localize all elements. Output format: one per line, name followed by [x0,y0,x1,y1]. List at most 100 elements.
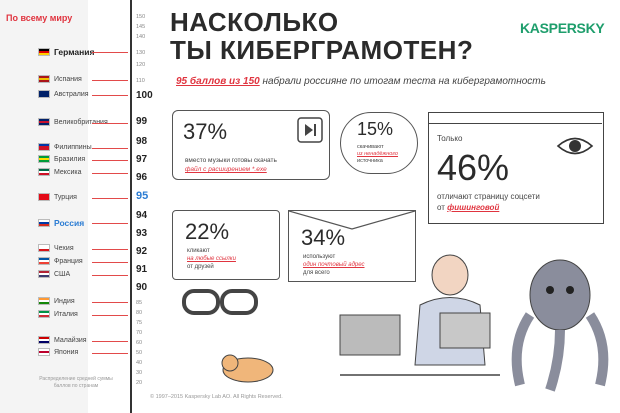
ruler-tick-label: 98 [136,136,148,147]
ruler-tick-label: 140 [136,34,146,40]
country-de: Германия [38,47,94,57]
connector-line [92,52,128,53]
flag-tr-icon [38,193,50,201]
flag-it-icon [38,310,50,318]
stat-34-value: 34% [301,225,346,250]
flag-jp-icon [38,348,50,356]
flag-ph-icon [38,143,50,151]
subtitle: 95 баллов из 150 набрали россияне по ито… [176,76,546,87]
ruler-tick-label: 30 [136,370,143,376]
stat-46-line2: от фишинговой [437,204,499,212]
ruler-tick-label: 20 [136,380,143,386]
country-name: Япония [54,348,79,356]
ruler-tick-label: 85 [136,300,143,306]
ruler-tick-label: 130 [136,50,146,56]
stat-22-line1: кликают [187,248,210,254]
country-name: Россия [54,218,85,228]
flag-in-icon [38,297,50,305]
connector-line [92,160,128,161]
flag-my-icon [38,336,50,344]
envelope-flap [289,211,415,230]
media-skip-icon [297,117,323,143]
country-name: Филиппины [54,143,92,151]
stat-46-prefix: Только [437,134,463,143]
country-name: Испания [54,75,82,83]
country-mx: Мексика [38,168,81,176]
ruler-tick-label: 110 [136,78,145,84]
connector-line [92,148,128,149]
connector-line [92,173,128,174]
flag-mx-icon [38,168,50,176]
stat-15-line1: скачивают [357,144,384,150]
ruler-tick-label: 99 [136,116,148,127]
ruler-tick-label: 75 [136,320,143,326]
kaspersky-logo: KASPERSKY [520,20,605,36]
connector-line [92,315,128,316]
ruler-tick-label: 92 [136,246,148,257]
ruler-tick-label: 96 [136,172,148,183]
country-ph: Филиппины [38,143,92,151]
ruler-tick-label: 93 [136,228,148,239]
connector-line [92,95,128,96]
stat-card-46: Только 46% отличают страницу соцсети от … [428,112,604,224]
flag-au-icon [38,90,50,98]
eye-icon [556,137,594,155]
stat-37-value: 37% [183,119,228,144]
flag-br-icon [38,155,50,163]
connector-line [92,302,128,303]
country-name: Индия [54,297,75,305]
country-fr: Франция [38,257,83,265]
country-gb: Великобритания [38,118,108,126]
stat-46-line2-pre: от [437,203,445,212]
connector-line [92,80,128,81]
country-name: Франция [54,257,83,265]
sidebar-note: Распределение средней суммы баллов по ст… [39,376,113,389]
flag-es-icon [38,75,50,83]
ruler-tick-label: 91 [136,264,148,275]
stat-46-line1: отличают страницу соцсети [437,192,540,201]
country-cz: Чехия [38,244,74,252]
connector-line [92,249,128,250]
stat-46-value: 46% [437,147,510,188]
ruler-tick-label: 95 [136,190,149,202]
copyright: © 1997–2015 Kaspersky Lab AO. All Rights… [150,394,283,400]
country-name: Австралия [54,90,89,98]
stat-22-line3: от друзей [187,264,214,270]
connector-line [92,275,128,276]
connector-line [92,223,128,224]
stat-34-line3: для всего [303,270,330,276]
title-line-2: ТЫ КИБЕРГРАМОТЕН? [170,35,474,65]
subtitle-rest: набрали россияне по итогам теста на кибе… [262,76,546,87]
country-name: Мексика [54,168,82,176]
ruler-tick-label: 60 [136,340,143,346]
country-jp: Япония [38,348,78,356]
connector-line [92,123,128,124]
country-tr: Турция [38,193,77,201]
ruler-tick-label: 94 [136,210,148,221]
country-name: Малайзия [54,336,87,344]
world-label: По всему миру [6,13,73,23]
country-my: Малайзия [38,336,87,344]
ruler-tick-label: 97 [136,154,148,165]
stat-37-line2: файл с расширением *.exe [185,166,267,173]
ruler-tick-label: 120 [136,62,146,68]
country-name: Германия [54,47,95,57]
stat-card-34: 34% используют один почтовый адрес для в… [288,210,416,282]
stat-22-value: 22% [185,219,230,244]
stat-15-value: 15% [357,119,394,139]
stat-37-line1: вместо музыки готовы скачать [185,157,277,164]
country-es: Испания [38,75,82,83]
connector-line [92,341,128,342]
ruler-tick-label: 80 [136,310,143,316]
ruler-tick-label: 100 [136,90,153,101]
country-name: Чехия [54,244,74,252]
country-name: США [54,270,71,278]
connector-line [92,262,128,263]
connector-line [92,198,128,199]
stat-15-line2: из ненадёжного [357,151,398,157]
title-line-1: НАСКОЛЬКО [170,7,339,37]
cat-illustration [221,354,274,383]
stat-15-line3: источника [357,158,383,164]
connector-line [92,353,128,354]
flag-de-icon [38,48,50,56]
